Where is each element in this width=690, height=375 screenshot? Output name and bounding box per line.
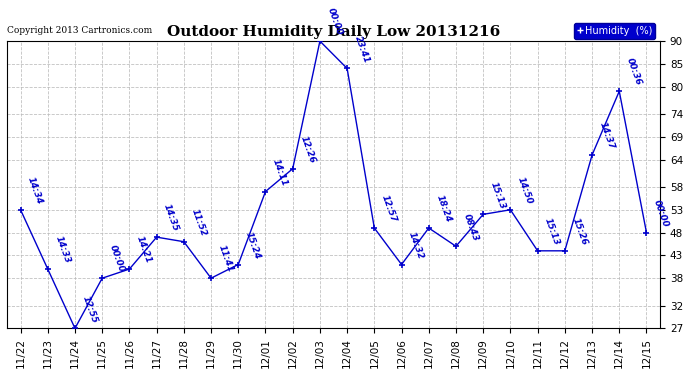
Text: Copyright 2013 Cartronics.com: Copyright 2013 Cartronics.com [7, 26, 152, 35]
Text: 15:24: 15:24 [244, 230, 262, 260]
Text: 11:41: 11:41 [217, 244, 235, 274]
Text: 14:33: 14:33 [53, 235, 72, 265]
Text: 00:00: 00:00 [652, 198, 670, 228]
Text: 15:26: 15:26 [571, 217, 589, 247]
Text: 00:00: 00:00 [108, 244, 126, 274]
Text: 14:35: 14:35 [162, 203, 180, 233]
Text: 00:00: 00:00 [326, 7, 344, 37]
Text: 12:55: 12:55 [81, 294, 99, 324]
Text: 08:43: 08:43 [462, 212, 480, 242]
Title: Outdoor Humidity Daily Low 20131216: Outdoor Humidity Daily Low 20131216 [167, 24, 500, 39]
Text: 14:37: 14:37 [598, 121, 616, 151]
Text: 15:13: 15:13 [543, 217, 562, 247]
Text: 11:52: 11:52 [189, 207, 208, 237]
Text: 00:36: 00:36 [625, 57, 643, 87]
Text: 18:24: 18:24 [434, 194, 453, 224]
Legend: Humidity  (%): Humidity (%) [574, 23, 655, 39]
Text: 14:11: 14:11 [271, 158, 289, 188]
Text: 15:13: 15:13 [489, 180, 507, 210]
Text: 14:50: 14:50 [516, 176, 534, 206]
Text: 14:21: 14:21 [135, 235, 153, 265]
Text: 23:41: 23:41 [353, 34, 371, 64]
Text: 12:57: 12:57 [380, 194, 398, 224]
Text: 14:34: 14:34 [26, 176, 44, 206]
Text: 12:26: 12:26 [298, 135, 317, 165]
Text: 14:32: 14:32 [407, 230, 425, 260]
